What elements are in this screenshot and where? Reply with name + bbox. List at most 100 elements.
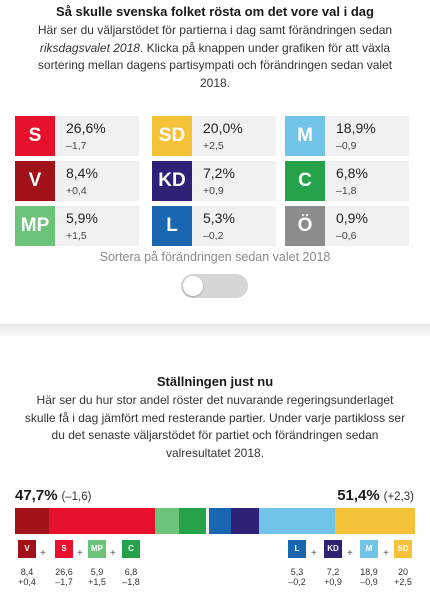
bloc-bar-segment [335, 508, 415, 534]
party-logo: MP [15, 206, 55, 246]
standings-title: Ställningen just nu [156, 374, 274, 389]
party-percent: 20,0% [203, 120, 243, 136]
bloc-party-value: 6,8 [124, 567, 138, 577]
party-change: +1,5 [66, 230, 87, 242]
bloc-bar-segment [48, 508, 155, 534]
bloc-party-value: 18,9 [360, 567, 378, 577]
bloc-party-value: 26,6 [55, 567, 73, 577]
page-title: Så skulle svenska folket rösta om det vo… [56, 4, 374, 19]
party-percent: 26,6% [66, 120, 106, 136]
bloc-party-logo: MP [88, 540, 106, 558]
party-change: +2,5 [203, 140, 224, 152]
bloc-party-value: 7,2 [326, 567, 340, 577]
party-percent: 18,9% [336, 120, 376, 136]
intro-text-part: Här ser du väljarstödet för partierna i … [37, 23, 393, 37]
right-bloc-total: 51,4% (+2,3) [337, 487, 414, 504]
bloc-party-change: –1,8 [122, 577, 140, 587]
party-percent: 7,2% [203, 165, 235, 181]
party-percent: 0,9% [336, 210, 368, 226]
party-percent: 5,9% [66, 210, 98, 226]
plus-sign: + [77, 548, 83, 559]
bloc-bar-segment [15, 508, 49, 534]
bloc-bar-segment [178, 508, 206, 534]
bloc-party-change: +0,4 [18, 577, 36, 587]
sort-label: Sortera på förändringen sedan valet 2018 [99, 250, 331, 264]
bloc-bar-segment [155, 508, 179, 534]
bloc-party-change: –0,9 [360, 577, 378, 587]
bloc-party-change: –0,2 [288, 577, 306, 587]
party-card: MP 5,9% +1,5 [15, 206, 139, 246]
bloc-party-logo: M [360, 540, 378, 558]
party-logo: SD [152, 116, 192, 156]
plus-sign: + [110, 548, 116, 559]
bloc-party-change: +0,9 [324, 577, 342, 587]
party-percent: 5,3% [203, 210, 235, 226]
bloc-party-value: 8,4 [20, 567, 34, 577]
party-logo: S [15, 116, 55, 156]
bloc-party-logo: L [288, 540, 306, 558]
bloc-party-value: 5,9 [90, 567, 104, 577]
plus-sign: + [311, 548, 317, 559]
right-bloc-percent: 51,4% [337, 487, 380, 504]
bloc-party-logo: C [122, 540, 140, 558]
bloc-party-logo: V [18, 540, 36, 558]
bloc-party-item: SD 20 +2,5 [390, 540, 416, 587]
bloc-party-item: M 18,9 –0,9 [356, 540, 382, 587]
party-change: +0,4 [66, 185, 87, 197]
party-logo: M [285, 116, 325, 156]
party-logo: C [285, 161, 325, 201]
bloc-party-item: C 6,8 –1,8 [118, 540, 144, 587]
left-bloc-percent: 47,7% [15, 487, 58, 504]
bloc-party-item: KD 7,2 +0,9 [320, 540, 346, 587]
party-card: V 8,4% +0,4 [15, 161, 139, 201]
party-change: –0,6 [336, 230, 357, 242]
party-logo: L [152, 206, 192, 246]
toggle-knob[interactable] [183, 276, 203, 296]
party-card: KD 7,2% +0,9 [152, 161, 276, 201]
intro-text: Här ser du väljarstödet för partierna i … [28, 22, 402, 92]
party-logo: Ö [285, 206, 325, 246]
standings-text: Här ser du hur stor andel röster det nuv… [24, 393, 406, 460]
party-change: –0,2 [203, 230, 224, 242]
bloc-bar-segment [259, 508, 335, 534]
left-bloc-change: (–1,6) [61, 491, 92, 503]
party-change: –1,8 [336, 185, 357, 197]
party-percent: 8,4% [66, 165, 98, 181]
intro-emphasis: riksdagsvalet 2018 [39, 40, 140, 55]
bloc-party-value: 20 [397, 567, 408, 577]
party-card: S 26,6% –1,7 [15, 116, 139, 156]
bloc-party-change: +2,5 [394, 577, 412, 587]
party-card: M 18,9% –0,9 [285, 116, 409, 156]
party-percent: 6,8% [336, 165, 368, 181]
plus-sign: + [347, 548, 353, 559]
party-logo: V [15, 161, 55, 201]
party-change: +0,9 [203, 185, 224, 197]
bloc-party-change: –1,7 [55, 577, 73, 587]
bloc-bar-segment [209, 508, 231, 534]
bloc-party-item: V 8,4 +0,4 [14, 540, 40, 587]
plus-sign: + [383, 548, 389, 559]
sort-toggle[interactable] [181, 274, 248, 298]
bloc-bar [15, 508, 415, 534]
party-card: SD 20,0% +2,5 [152, 116, 276, 156]
bloc-party-item: L 5,3 –0,2 [284, 540, 310, 587]
bloc-party-item: S 26,6 –1,7 [51, 540, 77, 587]
party-card: L 5,3% –0,2 [152, 206, 276, 246]
intro-text-part: . Klicka på knappen under grafiken för a… [37, 40, 393, 90]
party-card: C 6,8% –1,8 [285, 161, 409, 201]
bloc-party-logo: SD [394, 540, 412, 558]
bloc-party-item: MP 5,9 +1,5 [84, 540, 110, 587]
party-logo: KD [152, 161, 192, 201]
plus-sign: + [40, 548, 46, 559]
bloc-party-value: 5,3 [290, 567, 304, 577]
section-divider [0, 324, 430, 336]
poll-section: Så skulle svenska folket rösta om det vo… [15, 4, 409, 298]
bloc-party-logo: S [55, 540, 73, 558]
left-bloc-total: 47,7% (–1,6) [15, 487, 91, 504]
right-bloc-change: (+2,3) [383, 491, 414, 503]
party-card: Ö 0,9% –0,6 [285, 206, 409, 246]
bloc-party-logo: KD [324, 540, 342, 558]
bloc-bar-segment [230, 508, 260, 534]
party-change: –0,9 [336, 140, 357, 152]
party-change: –1,7 [66, 140, 87, 152]
